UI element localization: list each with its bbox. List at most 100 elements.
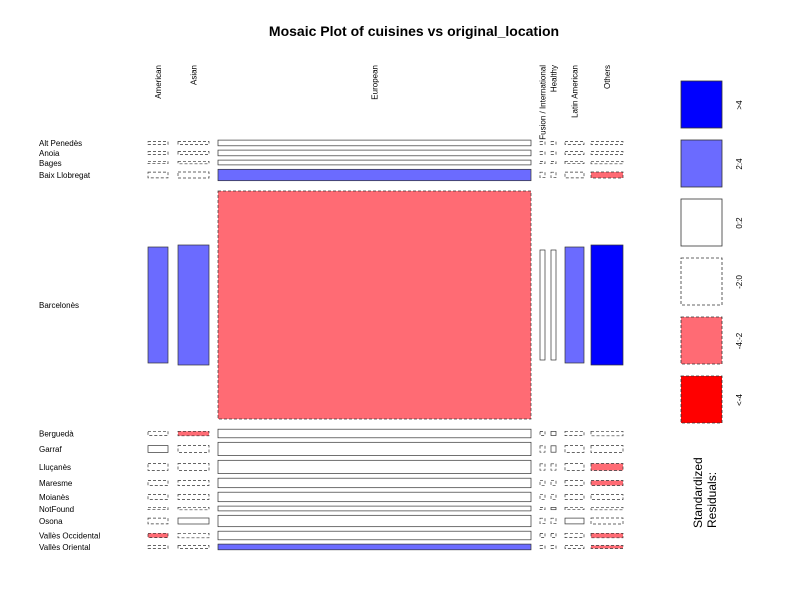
tile-valles-oriental-healthy xyxy=(550,545,557,549)
tile-maresme-others xyxy=(590,480,624,486)
tile-llucanes-healthy xyxy=(550,463,557,471)
legend-title-line1: Standardized xyxy=(691,457,705,528)
tile-valles-occidental-fusion-international xyxy=(539,533,546,538)
tile-moianes-latin-american xyxy=(564,494,585,500)
tile-maresme-european xyxy=(217,477,532,489)
legend-swatch-3 xyxy=(680,257,723,306)
row-label-osona: Osona xyxy=(39,517,63,526)
row-label-maresme: Maresme xyxy=(39,479,73,488)
legend-label-0: >4 xyxy=(735,100,744,110)
tile-moianes-american xyxy=(147,494,169,500)
tile-maresme-healthy xyxy=(550,480,557,486)
row-label-valles-occidental: Vallès Occidental xyxy=(39,532,100,541)
tile-valles-occidental-healthy xyxy=(550,533,557,538)
row-label-anoia: Anoia xyxy=(39,149,60,158)
row-label-moianes: Moianès xyxy=(39,493,69,502)
legend-swatch-1 xyxy=(680,139,723,188)
tile-moianes-others xyxy=(590,494,624,500)
tile-bages-others xyxy=(590,160,624,165)
tile-barcelones-european xyxy=(217,190,532,420)
column-label-asian: Asian xyxy=(190,65,199,85)
tile-anoia-fusion-international xyxy=(539,151,546,155)
tile-valles-occidental-asian xyxy=(177,532,210,539)
tile-bages-asian xyxy=(177,160,210,165)
tile-bergueda-asian xyxy=(177,430,210,437)
tile-osona-latin-american xyxy=(564,517,585,525)
tile-bages-fusion-international xyxy=(539,161,546,165)
legend-swatch-0 xyxy=(680,80,723,129)
tile-osona-others xyxy=(590,517,624,525)
tile-barcelones-latin-american xyxy=(564,246,585,364)
tile-baix-llobregat-latin-american xyxy=(564,171,585,179)
tile-valles-oriental-asian xyxy=(177,545,210,549)
tile-valles-occidental-american xyxy=(147,532,169,538)
tile-moianes-european xyxy=(217,491,532,503)
tile-bages-american xyxy=(147,160,169,165)
column-labels: American Asian European Fusion / Internatio… xyxy=(154,65,612,140)
tile-maresme-latin-american xyxy=(564,480,585,486)
tile-garraf-fusion-international xyxy=(539,445,546,453)
legend-label-5: <-4 xyxy=(735,394,744,406)
tile-anoia-european xyxy=(217,149,532,157)
tile-garraf-latin-american xyxy=(564,445,585,453)
tile-garraf-european xyxy=(217,441,532,456)
tile-llucanes-asian xyxy=(177,463,210,471)
tile-alt-penedes-european xyxy=(217,139,532,147)
tile-llucanes-european xyxy=(217,459,532,474)
tile-llucanes-fusion-international xyxy=(539,463,546,471)
legend-label-4: -4:-2 xyxy=(735,332,744,349)
tile-osona-fusion-international xyxy=(539,517,546,525)
tile-garraf-asian xyxy=(177,445,210,453)
tile-baix-llobregat-fusion-international xyxy=(539,171,546,179)
tile-bergueda-european xyxy=(217,428,532,439)
tile-notfound-asian xyxy=(177,506,210,511)
tile-notfound-latin-american xyxy=(564,506,585,511)
tile-moianes-asian xyxy=(177,494,210,500)
tile-alt-penedes-others xyxy=(590,141,624,145)
tile-llucanes-american xyxy=(147,463,169,471)
tile-bages-healthy xyxy=(550,161,557,165)
tile-baix-llobregat-others xyxy=(590,171,624,179)
tile-anoia-healthy xyxy=(550,151,557,155)
row-label-barcelones: Barcelonès xyxy=(39,301,79,310)
row-label-notfound: NotFound xyxy=(39,505,74,514)
tile-valles-oriental-others xyxy=(590,545,624,549)
tile-barcelones-others xyxy=(590,244,624,366)
tile-baix-llobregat-healthy xyxy=(550,171,557,179)
tile-baix-llobregat-american xyxy=(147,171,169,179)
tile-llucanes-latin-american xyxy=(564,463,585,471)
row-label-baix-llobregat: Baix Llobregat xyxy=(39,171,91,180)
tile-anoia-latin-american xyxy=(564,151,585,155)
tile-anoia-asian xyxy=(177,151,210,155)
legend-label-3: -2:0 xyxy=(735,275,744,289)
tile-maresme-american xyxy=(147,480,169,486)
tile-notfound-american xyxy=(147,506,169,511)
tile-alt-penedes-asian xyxy=(177,141,210,145)
tile-bergueda-others xyxy=(590,430,624,437)
legend-title-line2: Residuals: xyxy=(705,472,719,528)
column-label-european: European xyxy=(371,65,380,100)
mosaic-tiles xyxy=(147,139,624,551)
tile-osona-european xyxy=(217,514,532,528)
tile-alt-penedes-fusion-international xyxy=(539,141,546,145)
tile-bages-european xyxy=(217,159,532,166)
tile-alt-penedes-latin-american xyxy=(564,141,585,145)
tile-bages-latin-american xyxy=(564,160,585,165)
tile-moianes-healthy xyxy=(550,494,557,500)
legend-swatch-5 xyxy=(680,375,723,424)
row-label-valles-oriental: Vallès Oriental xyxy=(39,543,91,552)
tile-notfound-european xyxy=(217,505,532,512)
tile-notfound-fusion-international xyxy=(539,507,546,511)
row-label-bergueda: Berguedà xyxy=(39,430,74,439)
tile-notfound-healthy xyxy=(550,507,557,511)
tile-anoia-american xyxy=(147,151,169,155)
column-label-healthy: Healthy xyxy=(550,65,559,92)
tile-garraf-american xyxy=(147,445,169,453)
tile-maresme-fusion-international xyxy=(539,480,546,486)
tile-moianes-fusion-international xyxy=(539,494,546,500)
tile-osona-asian xyxy=(177,517,210,525)
row-label-bages: Bages xyxy=(39,159,62,168)
tile-bergueda-american xyxy=(147,430,169,436)
tile-baix-llobregat-european xyxy=(217,168,532,182)
